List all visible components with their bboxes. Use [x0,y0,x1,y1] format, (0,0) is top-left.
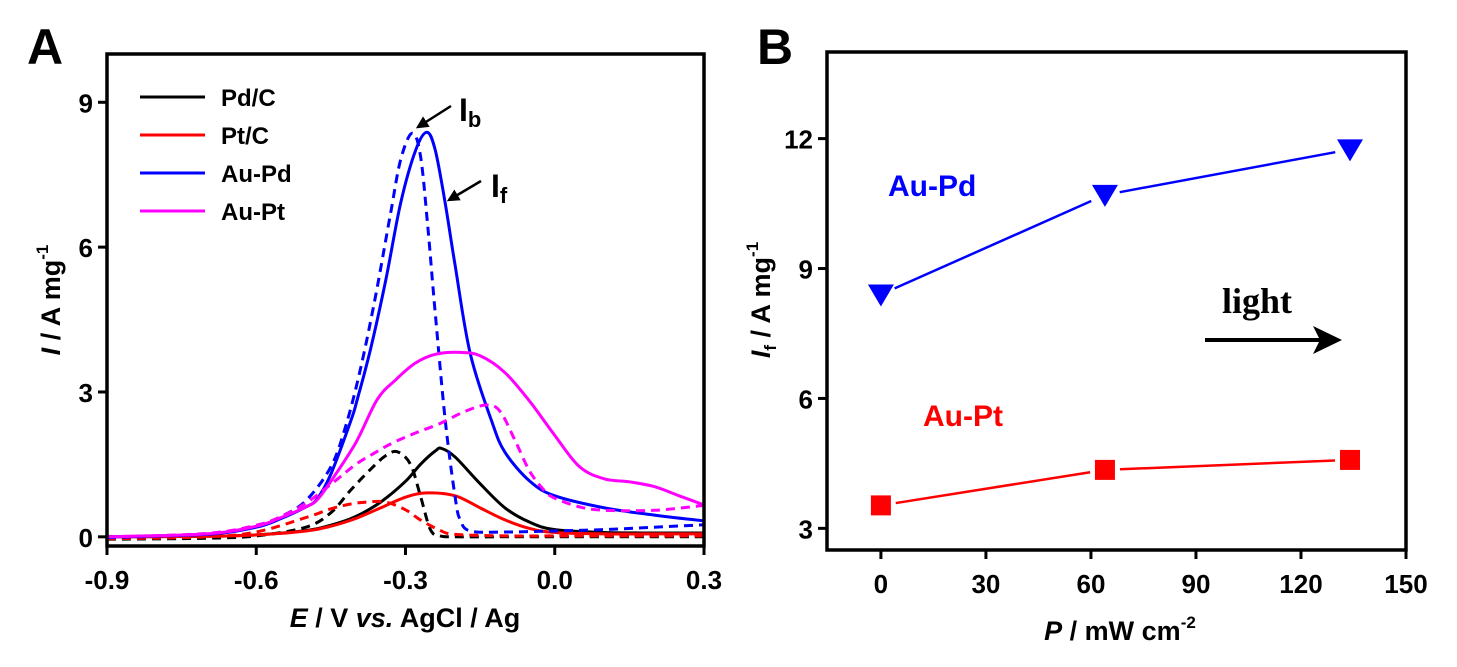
legend-label-pt-c: Pt/C [221,123,269,150]
panel-a-y-tick-label: 3 [79,378,93,408]
panel-b-plot-frame [825,50,1408,552]
panel-a-letter: A [27,19,63,75]
panel-b-y-axis-label: If / A mg-1 [743,242,780,358]
series-line-au-pd [894,199,1092,290]
data-point-au-pd [1091,184,1118,207]
panel-a-y-axis-label: I / A mg-1 [33,245,66,356]
panel-b-y-tick-label: 3 [799,514,813,544]
series-label-au-pt: Au-Pt [923,400,1003,433]
light-label: light [1222,281,1292,321]
annotation-if: If [491,168,508,208]
data-point-au-pt [1339,449,1360,470]
legend-label-au-pt: Au-Pt [221,199,285,226]
panel-b-x-axis-label: P / mW cm-2 [1044,613,1196,646]
panel-b-y-tick-label: 9 [799,255,813,285]
panel-b-x-tick-label: 90 [1182,569,1211,599]
data-point-au-pt [1094,459,1115,480]
panel-b-axes: 0 30 60 90 120 150 3 6 9 12 [784,50,1428,599]
data-point-au-pd [1336,139,1363,162]
panel-b-x-tick-label: 60 [1076,569,1105,599]
panel-b-x-tick-label: 0 [874,569,888,599]
data-point-au-pd [867,284,894,307]
panel-b-annotations: Au-Pd Au-Pt light [888,170,1342,433]
panel-a-y-tick-label: 6 [79,233,93,263]
panel-a-x-tick-label: -0.6 [234,565,279,595]
series-line-pd-c-forward [107,446,704,539]
panel-b: B 0 30 60 90 120 150 3 6 9 12 Au-Pd Au-Pt light P /… [743,19,1428,646]
annotation-arrow-ib [415,104,452,129]
panel-a-x-tick-label: -0.3 [383,565,428,595]
panel-a-plot-frame [105,52,706,548]
light-arrow-icon [1313,326,1342,354]
panel-a-y-tick-label: 0 [79,523,93,553]
series-line-pd-c-backward [107,449,704,541]
panel-a-y-tick-label: 9 [79,88,93,118]
panel-a-x-tick-label: -0.9 [85,565,130,595]
panel-b-x-tick-label: 150 [1384,569,1427,599]
panel-b-letter: B [757,19,793,75]
series-line-au-pt [1119,459,1336,471]
series-line-au-pt-forward [107,350,704,539]
legend-label-pd-c: Pd/C [221,85,276,112]
data-point-au-pt [870,495,891,516]
legend-label-au-pd: Au-Pd [221,161,292,188]
series-line-au-pd [1119,150,1336,194]
panel-a-x-tick-label: 0.0 [537,565,573,595]
panel-b-y-tick-label: 6 [799,384,813,414]
series-label-au-pd: Au-Pd [888,170,976,203]
annotation-arrow-if [446,179,482,202]
panel-a: A -0.9 -0.6 -0.3 0.0 0.3 0 3 6 9 Pd/C Pt/C Au-Pd Au… [27,19,722,633]
panel-b-y-tick-label: 12 [784,125,813,155]
panel-b-x-tick-label: 120 [1279,569,1322,599]
series-line-au-pd-backward [107,131,704,540]
series-line-au-pd-forward [107,130,704,539]
panel-b-x-tick-label: 30 [971,569,1000,599]
panel-a-x-axis-label: E / V vs. AgCl / Ag [290,603,521,633]
panel-a-curves [107,130,704,541]
series-line-au-pt-backward [107,403,704,539]
annotation-ib: Ib [459,92,481,132]
panel-b-curves [867,139,1363,516]
series-line-pt-c-backward [107,499,704,541]
series-line-au-pt [895,471,1091,505]
panel-a-x-tick-label: 0.3 [686,565,722,595]
series-line-pt-c-forward [107,491,704,539]
panel-a-axes: -0.9 -0.6 -0.3 0.0 0.3 0 3 6 9 [79,52,722,595]
panel-a-legend: Pd/C Pt/C Au-Pd Au-Pt [140,85,292,226]
